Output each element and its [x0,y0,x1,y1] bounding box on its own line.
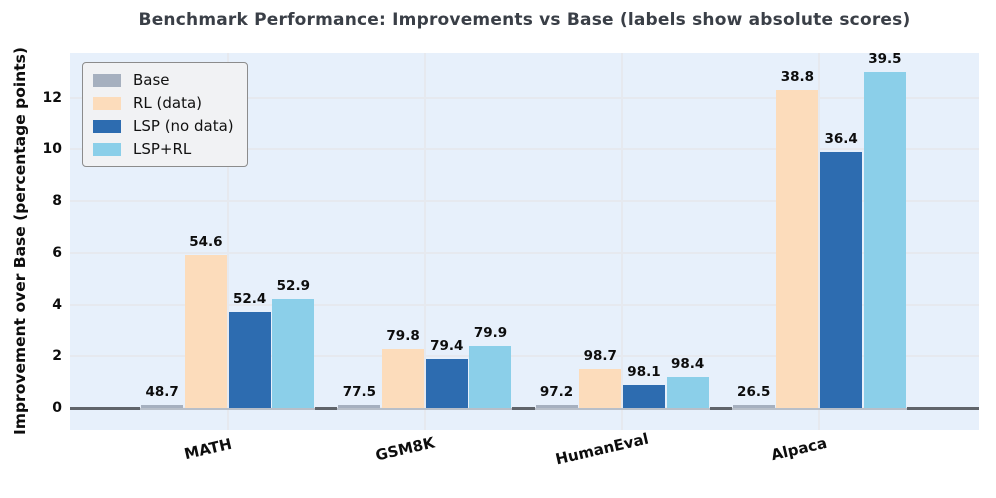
bar-value-label: 98.1 [627,363,661,380]
bar-rl-data-humaneval [579,369,622,409]
zero-baseline-dark-segment [70,407,141,411]
bar-value-label: 36.4 [824,131,858,148]
y-tick-label: 12 [42,89,62,106]
bar-value-label: 79.8 [386,327,420,344]
x-tick-label: Alpaca [769,433,829,465]
bar-lsp-rl-humaneval [666,376,709,408]
bar-value-label: 52.4 [232,291,267,308]
x-tick-label: MATH [182,434,234,464]
y-gridline [70,303,979,306]
bar-value-label: 38.8 [780,68,815,85]
legend-swatch [93,96,121,110]
bar-rl-data-gsm8k [382,348,425,409]
legend-item-rl-data: RL (data) [93,94,234,112]
legend-swatch [93,73,121,87]
legend-label: RL (data) [133,94,203,112]
bar-rl-data-alpaca [776,89,819,408]
bar-lsp-no-data-alpaca [820,152,863,409]
zero-baseline-dark-segment [906,407,979,411]
bar-value-label: 79.9 [473,324,508,341]
plot-area: 48.7 77.5 97.2 26.5 54.6 79.8 98.7 38.8 52.4 79.4… [70,53,979,430]
y-tick-label: 2 [52,348,62,365]
y-tick-label: 8 [52,193,62,210]
bar-lsp-rl-math [272,299,315,408]
legend-item-lsp-no-data: LSP (no data) [93,117,234,135]
legend: Base RL (data) LSP (no data) LSP+RL [82,62,248,167]
y-gridline [70,251,979,254]
legend-swatch [93,142,121,156]
y-gridline [70,200,979,203]
legend-item-lsp-rl: LSP+RL [93,140,234,158]
zero-baseline-dark-segment [315,407,338,411]
bar-value-label: 39.5 [868,53,902,67]
x-gridline [621,53,624,430]
bar-value-label: 98.4 [671,355,705,372]
y-gridline [70,355,979,358]
bar-value-label: 48.7 [145,384,179,401]
bar-value-label: 79.4 [430,337,464,354]
y-tick-label: 6 [52,244,62,261]
bar-lsp-no-data-gsm8k [425,358,468,409]
y-tick-label: 0 [52,400,62,417]
legend-label: LSP+RL [133,140,192,158]
bar-value-label: 52.9 [276,278,310,295]
y-gridline [70,148,979,151]
y-tick-label: 10 [42,141,62,158]
x-gridline [226,53,229,430]
x-gridline [818,53,821,430]
x-gridline [423,53,426,430]
bar-lsp-rl-alpaca [863,71,906,409]
bar-base-gsm8k [338,405,381,409]
x-tick-label: HumanEval [553,429,651,469]
y-gridline [70,96,979,99]
bar-base-math [141,405,184,409]
bar-value-label: 77.5 [342,384,376,401]
y-tick-label: 4 [52,296,62,313]
legend-label: Base [133,71,170,89]
legend-label: LSP (no data) [133,117,234,135]
bar-lsp-rl-gsm8k [469,345,512,408]
bar-lsp-no-data-humaneval [622,384,665,408]
bar-value-label: 26.5 [737,384,771,401]
bar-base-humaneval [535,405,578,409]
zero-baseline-dark-segment [512,407,535,411]
bar-base-alpaca [732,405,775,409]
bar-value-label: 54.6 [189,234,223,251]
chart-title: Benchmark Performance: Improvements vs B… [138,10,911,30]
bar-value-label: 98.7 [583,348,617,365]
bar-rl-data-math [184,255,227,408]
legend-item-base: Base [93,71,234,89]
x-tick-label: GSM8K [373,433,437,465]
legend-swatch [93,119,121,133]
zero-baseline-dark-segment [709,407,732,411]
bar-lsp-no-data-math [228,312,271,409]
bar-value-label: 97.2 [539,384,574,401]
